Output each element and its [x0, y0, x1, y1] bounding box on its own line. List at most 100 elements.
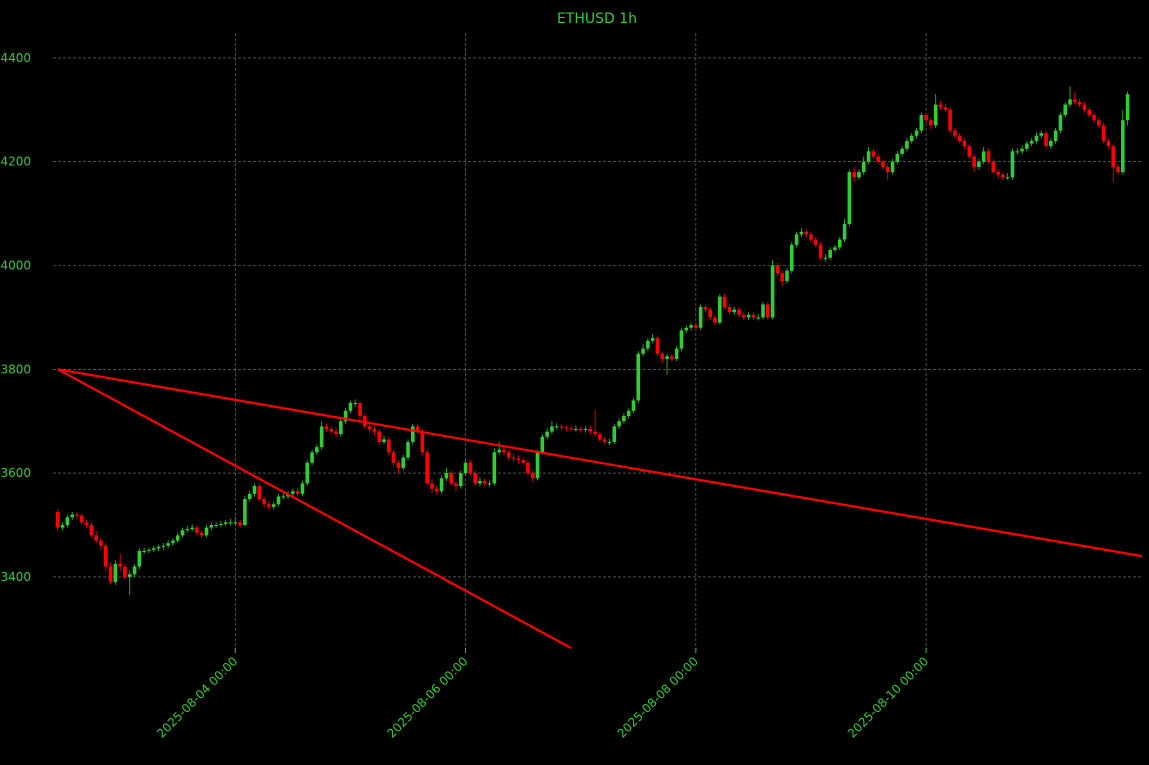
- candle-body: [487, 483, 492, 485]
- y-tick-label: 3800: [0, 362, 31, 376]
- candle-body: [857, 172, 861, 178]
- candle-body: [439, 478, 444, 492]
- candle-body: [319, 426, 324, 448]
- candle-body: [694, 325, 698, 328]
- candle-body: [310, 452, 314, 463]
- candle-body: [698, 307, 703, 328]
- trend-line: [57, 368, 572, 649]
- candle-body: [742, 314, 746, 318]
- candle-body: [219, 523, 223, 525]
- candle-body: [396, 462, 401, 468]
- candle-body: [1044, 133, 1048, 147]
- candle-body: [175, 535, 180, 541]
- candle-body: [828, 249, 832, 258]
- candle-body: [708, 309, 713, 318]
- candle-body: [809, 234, 813, 240]
- candle-body: [89, 525, 94, 536]
- candle-body: [420, 431, 425, 453]
- candle-body: [295, 491, 300, 494]
- candle-body: [1125, 94, 1130, 121]
- y-tick-label: 4200: [0, 155, 31, 169]
- candle-body: [108, 566, 113, 583]
- candle-body: [324, 426, 329, 429]
- candle-body: [401, 457, 406, 468]
- candle-body: [492, 452, 497, 484]
- candle-body: [722, 296, 727, 308]
- candle-body: [243, 499, 247, 525]
- candle-body: [521, 460, 525, 463]
- candle-body: [463, 462, 468, 474]
- candle-body: [1101, 125, 1106, 141]
- candle-body: [991, 161, 996, 173]
- candle-body: [166, 543, 170, 546]
- candle-body: [794, 234, 799, 245]
- candle-body: [444, 473, 449, 479]
- candle-body: [813, 239, 818, 245]
- candle-body: [118, 563, 122, 567]
- candle-body: [1063, 104, 1068, 115]
- candle-body: [151, 548, 156, 550]
- candle-body: [113, 563, 118, 583]
- candle-body: [766, 304, 770, 318]
- candle-body: [430, 483, 434, 489]
- candle-body: [1005, 177, 1010, 179]
- candle-body: [1034, 135, 1039, 141]
- candle-body: [876, 156, 880, 162]
- candle-body: [233, 522, 238, 524]
- chart-title: ETHUSD 1h: [557, 11, 637, 27]
- candle-body: [305, 462, 310, 484]
- candle-body: [804, 231, 808, 235]
- candle-body: [665, 356, 669, 359]
- candle-body: [981, 151, 986, 162]
- candle-body: [1039, 133, 1044, 136]
- candle-body: [142, 550, 146, 552]
- candle-body: [780, 273, 784, 282]
- candle-body: [406, 441, 410, 458]
- candle-body: [588, 428, 593, 432]
- candle-body: [482, 480, 487, 484]
- candle-body: [502, 449, 506, 453]
- candle-body: [550, 426, 554, 432]
- candle-body: [1073, 99, 1077, 103]
- candle-body: [559, 426, 564, 428]
- candle-body: [339, 421, 343, 435]
- candle-body: [602, 439, 607, 442]
- candle-body: [967, 146, 972, 157]
- candle-body: [670, 356, 674, 359]
- candle-body: [171, 540, 175, 544]
- candle-body: [84, 522, 89, 525]
- candle-body: [933, 104, 938, 126]
- candle-body: [358, 403, 362, 417]
- candle-body: [626, 410, 631, 417]
- candle-body: [866, 151, 871, 162]
- candle-body: [70, 514, 74, 518]
- candle-body: [660, 353, 665, 359]
- candle-body: [473, 473, 477, 484]
- candle-body: [454, 483, 458, 487]
- candle-body: [343, 410, 348, 422]
- candle-body: [262, 499, 266, 505]
- candle-body: [411, 426, 415, 442]
- candle-body: [1097, 120, 1101, 126]
- candle-body: [684, 327, 689, 331]
- candle-body: [775, 265, 780, 274]
- candle-body: [962, 140, 967, 147]
- candle-body: [861, 161, 866, 173]
- candle-body: [391, 452, 396, 463]
- candle-body: [751, 314, 756, 318]
- candle-body: [99, 540, 103, 546]
- candle-body: [1087, 109, 1092, 115]
- candle-body: [506, 452, 511, 458]
- candle-body: [674, 348, 679, 359]
- candle-body: [919, 115, 924, 131]
- candle-body: [578, 428, 583, 431]
- candle-body: [986, 151, 991, 162]
- candle-body: [1025, 143, 1029, 149]
- candle-body: [1049, 140, 1053, 147]
- candle-body: [977, 161, 981, 167]
- candle-body: [1029, 140, 1034, 144]
- candle-body: [636, 353, 641, 401]
- candle-body: [1058, 115, 1063, 131]
- candle-body: [123, 566, 127, 577]
